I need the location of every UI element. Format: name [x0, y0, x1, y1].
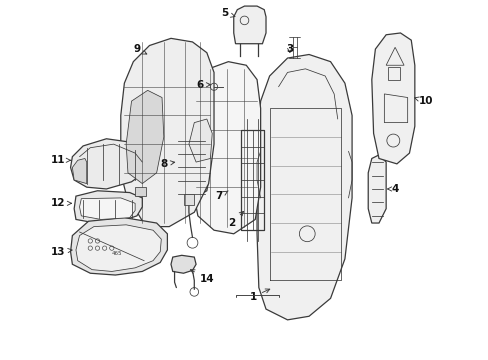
Polygon shape	[233, 6, 265, 44]
Text: 11: 11	[51, 155, 71, 165]
Polygon shape	[209, 83, 218, 90]
Polygon shape	[371, 33, 414, 164]
Text: 5: 5	[221, 8, 234, 18]
Polygon shape	[126, 90, 163, 184]
Text: 1: 1	[249, 289, 269, 302]
Text: 6: 6	[196, 80, 210, 90]
Polygon shape	[121, 39, 214, 226]
Polygon shape	[74, 191, 142, 223]
Polygon shape	[80, 198, 135, 220]
Text: 14: 14	[190, 270, 214, 284]
Polygon shape	[174, 137, 208, 198]
Text: 13: 13	[51, 247, 72, 257]
Polygon shape	[192, 62, 260, 234]
Polygon shape	[70, 218, 167, 275]
Polygon shape	[171, 255, 196, 273]
Text: 7: 7	[215, 191, 228, 201]
Text: 12: 12	[51, 198, 71, 208]
Text: 465: 465	[112, 251, 122, 256]
Polygon shape	[183, 194, 194, 205]
Text: 9: 9	[133, 44, 146, 54]
Text: 10: 10	[414, 96, 432, 106]
Text: 2: 2	[228, 211, 243, 228]
Polygon shape	[76, 225, 161, 271]
Polygon shape	[367, 155, 386, 223]
Text: 8: 8	[160, 159, 174, 169]
Polygon shape	[257, 54, 351, 320]
Polygon shape	[72, 158, 86, 184]
Polygon shape	[70, 139, 149, 189]
Polygon shape	[188, 119, 212, 162]
Text: 3: 3	[285, 44, 293, 54]
Text: 4: 4	[386, 184, 398, 194]
Polygon shape	[135, 187, 145, 196]
